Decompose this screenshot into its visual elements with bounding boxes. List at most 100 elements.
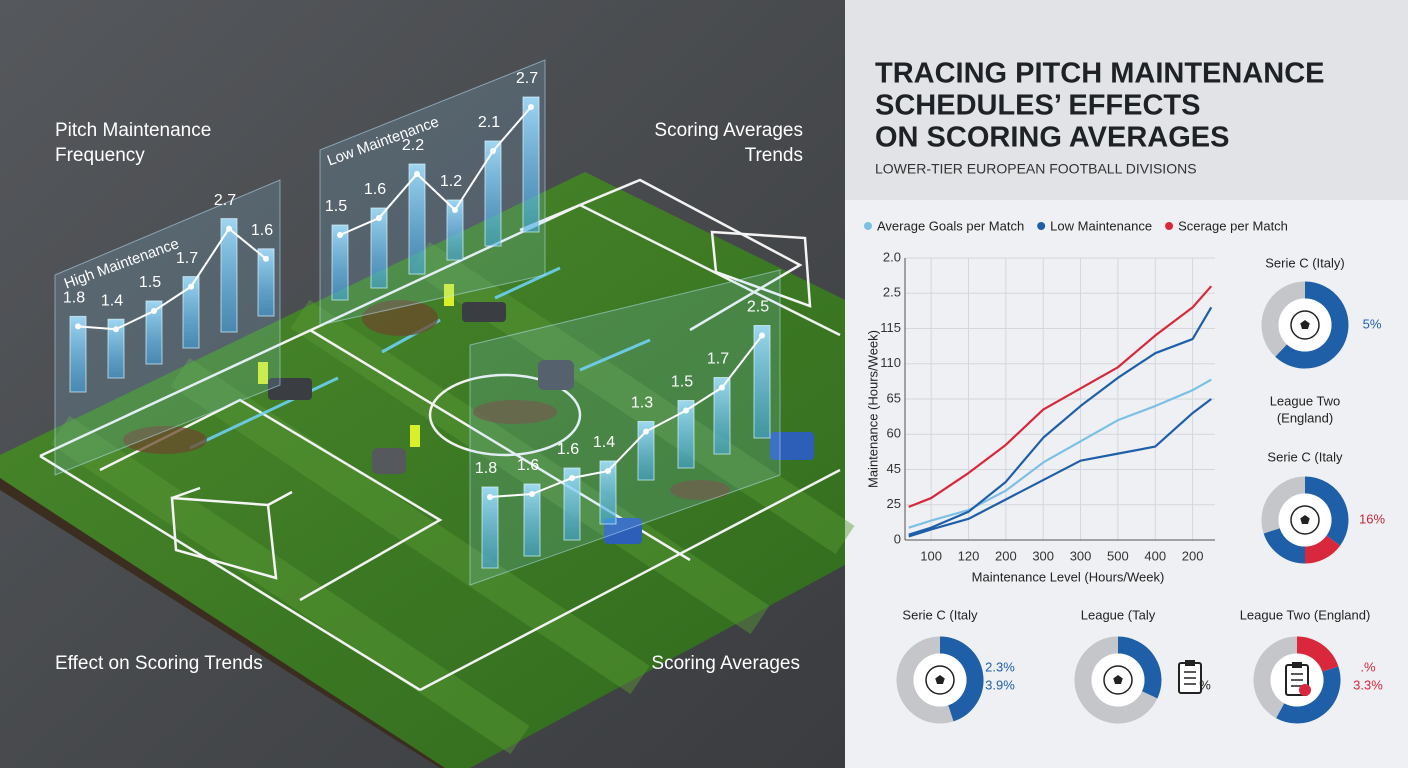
donut-title: League (Taly bbox=[1081, 607, 1156, 622]
value-label: 1.4 bbox=[101, 292, 123, 309]
y-tick-label: 110 bbox=[880, 355, 901, 370]
ball-icon bbox=[1113, 675, 1123, 685]
trend-point bbox=[151, 308, 157, 314]
trend-point bbox=[719, 384, 725, 391]
trend-point bbox=[605, 468, 611, 474]
worn-patches bbox=[123, 300, 730, 500]
bar bbox=[257, 248, 275, 317]
donut-title: Serie C (Italy bbox=[902, 607, 978, 622]
panel bbox=[469, 269, 781, 586]
value-label: 1.6 bbox=[557, 441, 579, 458]
illustration-label: Effect on Scoring Trends bbox=[55, 653, 263, 674]
value-label: 2.1 bbox=[478, 114, 500, 131]
bar bbox=[182, 276, 200, 349]
legend-marker bbox=[1165, 222, 1174, 230]
illustration-label: Trends bbox=[745, 145, 803, 166]
donut-segment bbox=[1253, 636, 1298, 719]
legend-label: Scerage per Match bbox=[1178, 218, 1288, 233]
trend-point bbox=[452, 207, 458, 213]
bar bbox=[484, 140, 502, 247]
donut-segment bbox=[1117, 636, 1162, 699]
charts: 0 25 45 60 65 110 115 2.5 2.0 100 120 200 300 300 500 4… bbox=[864, 218, 1385, 724]
legend-marker bbox=[1037, 222, 1046, 230]
value-label: 2.5 bbox=[747, 299, 769, 316]
legend-marker bbox=[864, 222, 872, 230]
donut-annotation: 3.9% bbox=[985, 677, 1015, 692]
ball-icon bbox=[1300, 515, 1310, 525]
x-tick-label: 500 bbox=[1107, 548, 1129, 563]
bar bbox=[523, 483, 541, 557]
y-tick-label: 2.5 bbox=[883, 285, 901, 300]
trend-point bbox=[188, 283, 194, 290]
value-label: 1.7 bbox=[707, 351, 729, 368]
y-tick-label: 0 bbox=[894, 531, 901, 546]
donut-segment bbox=[1263, 527, 1306, 564]
value-label: 1.2 bbox=[440, 173, 462, 190]
donut-annotation: 3.3% bbox=[1353, 677, 1383, 692]
trend-point bbox=[337, 232, 343, 238]
bar bbox=[563, 467, 581, 541]
bar bbox=[446, 199, 464, 261]
x-tick-label: 300 bbox=[1070, 548, 1092, 563]
title: ON SCORING AVERAGES bbox=[875, 122, 1230, 154]
x-tick-label: 400 bbox=[1144, 548, 1166, 563]
clipboard-icon bbox=[1292, 662, 1302, 668]
trend-point bbox=[529, 491, 535, 497]
illustration-label: Frequency bbox=[55, 145, 145, 166]
mow-stripes bbox=[50, 241, 855, 755]
header-background bbox=[845, 0, 1408, 200]
trend-point bbox=[759, 332, 765, 339]
clipboard-icon bbox=[1185, 660, 1195, 666]
legend-label: Low Maintenance bbox=[1050, 218, 1152, 233]
illustration-label: Scoring Averages bbox=[654, 120, 803, 141]
donut-segment bbox=[896, 636, 954, 724]
bar bbox=[677, 400, 695, 469]
trend-point bbox=[376, 215, 382, 221]
donut-annotation: 5% bbox=[1363, 316, 1382, 331]
donut-segment bbox=[1304, 535, 1341, 564]
value-label: 1.3 bbox=[631, 395, 653, 412]
x-tick-label: 120 bbox=[958, 548, 980, 563]
subtitle: LOWER-TIER EUROPEAN FOOTBALL DIVISIONS bbox=[875, 161, 1197, 177]
donut-segment bbox=[1304, 476, 1349, 546]
bar bbox=[599, 460, 617, 525]
value-label: 2.7 bbox=[214, 192, 236, 209]
y-axis-label: Maintenance (Hours/Week) bbox=[865, 330, 880, 488]
value-label: 1.8 bbox=[475, 460, 497, 477]
legend-label: Average Goals per Match bbox=[877, 218, 1024, 233]
bar bbox=[220, 218, 238, 333]
donut-segment bbox=[1074, 636, 1158, 724]
pitch-surface bbox=[0, 172, 845, 768]
ball-icon bbox=[1300, 320, 1310, 330]
data-line bbox=[908, 285, 1213, 508]
y-tick-label: 25 bbox=[887, 496, 901, 511]
trend-point bbox=[487, 494, 493, 500]
x-tick-label: 200 bbox=[995, 548, 1017, 563]
value-label: 1.5 bbox=[325, 198, 347, 215]
donut-annotation: .% bbox=[1360, 659, 1376, 674]
bar bbox=[408, 163, 426, 275]
donut-title: Serie C (Italy) bbox=[1265, 255, 1344, 270]
value-label: 2.2 bbox=[402, 137, 424, 154]
pitch bbox=[0, 172, 855, 768]
illustration-label: Pitch Maintenance bbox=[55, 120, 211, 141]
bar bbox=[713, 377, 731, 455]
trend-point bbox=[113, 326, 119, 333]
value-label: 1.7 bbox=[176, 250, 198, 267]
illustration-label: Scoring Averages bbox=[651, 653, 800, 674]
donut-segment bbox=[1261, 281, 1306, 357]
donut-annotation: % bbox=[1199, 677, 1211, 692]
bar bbox=[331, 224, 349, 301]
trend-point bbox=[683, 407, 689, 414]
y-tick-label: 65 bbox=[887, 390, 901, 405]
trend-point bbox=[490, 148, 496, 154]
clipboard-icon bbox=[1299, 684, 1311, 696]
bar bbox=[522, 96, 540, 233]
title: TRACING PITCH MAINTENANCE bbox=[875, 58, 1325, 90]
value-label: 1.4 bbox=[593, 434, 615, 451]
value-label: 1.6 bbox=[517, 457, 539, 474]
y-tick-label: 2.0 bbox=[883, 249, 901, 264]
data-line bbox=[908, 398, 1212, 538]
